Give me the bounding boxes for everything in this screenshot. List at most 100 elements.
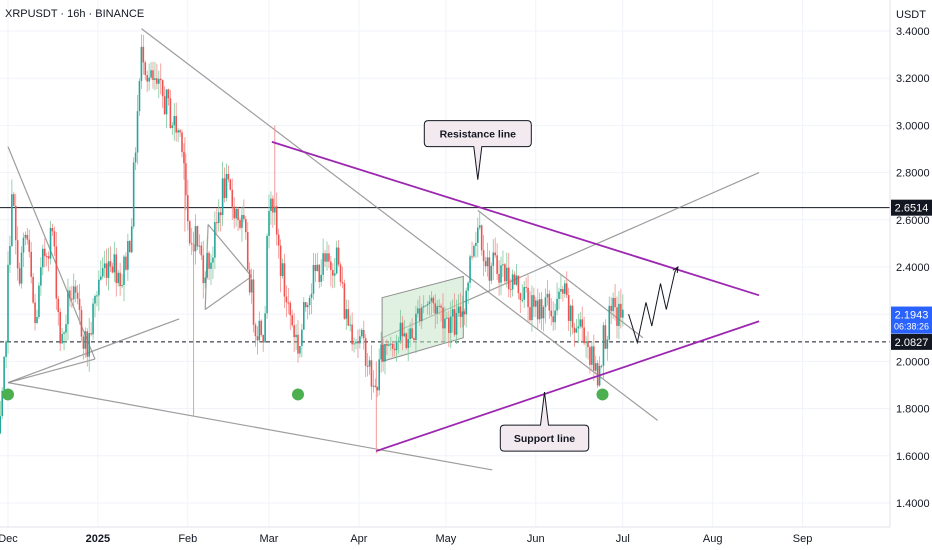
price-tick-label: 3.2000 (896, 73, 930, 85)
candle-body (556, 298, 558, 311)
candle-body (564, 283, 566, 294)
candle-body (550, 310, 553, 317)
candle-body (65, 324, 67, 333)
candle-body (285, 296, 288, 303)
candle-body (521, 299, 524, 301)
candle-body (492, 252, 495, 266)
candle-body (63, 332, 65, 334)
candle-body (378, 359, 380, 391)
candle-body (11, 194, 13, 247)
candle-body (117, 272, 119, 284)
candle-body (262, 335, 264, 343)
candle-body (152, 70, 154, 80)
candle-body (554, 310, 556, 323)
candle-body (200, 245, 203, 256)
candle-body (150, 70, 152, 78)
candle-body (461, 311, 464, 317)
low-marker (596, 388, 609, 401)
candle-body (129, 241, 131, 253)
candle-body (219, 212, 222, 216)
candle-body (531, 295, 533, 321)
current-price-badge (891, 306, 932, 334)
candle-body (22, 237, 25, 253)
candle-body (246, 232, 249, 270)
candle-body (318, 264, 321, 282)
candle-body (301, 329, 303, 347)
candle-body (583, 327, 585, 344)
candle-body (142, 46, 145, 63)
candle-body (322, 253, 324, 275)
candle-body (390, 343, 392, 345)
candle-body (525, 287, 527, 289)
time-tick-label: Aug (703, 533, 723, 545)
candle-body (40, 267, 42, 286)
candle-body (434, 303, 437, 314)
candle-body (306, 305, 309, 308)
candle-body (314, 265, 317, 272)
candle-body (202, 255, 205, 284)
candle-body (511, 274, 514, 290)
candle-body (123, 256, 125, 286)
candle-body (38, 285, 40, 318)
candle-body (177, 130, 179, 133)
time-axis[interactable]: Dec 2025 Feb Mar Apr May Jun Jul Aug Sep (0, 526, 890, 545)
candle-body (179, 130, 181, 133)
trend-line (7, 382, 493, 471)
candle-body (223, 178, 226, 198)
candle-body (136, 111, 139, 153)
candle-body (471, 256, 473, 258)
resistance-callout: Resistance line (423, 120, 532, 180)
callout-box (499, 392, 590, 452)
time-tick-label: Dec (0, 533, 18, 545)
candle-body (42, 248, 44, 268)
candle-body (304, 302, 307, 308)
candle-body (577, 326, 580, 329)
candle-body (171, 125, 174, 128)
candle-body (349, 324, 351, 326)
trend-line (7, 146, 96, 360)
candle-body (359, 336, 361, 344)
candle-body (449, 316, 452, 334)
trend-line (204, 275, 252, 310)
candle-body (339, 264, 342, 282)
candle-body (419, 308, 421, 322)
candle-body (386, 343, 388, 346)
candle-body (600, 365, 603, 367)
candle-body (372, 385, 375, 387)
price-axis[interactable]: USDT 1.40001.60001.80002.00002.20002.400… (889, 0, 932, 550)
candle-body (252, 279, 255, 325)
candle-body (274, 206, 276, 213)
candle-body (225, 173, 228, 198)
candle-body (393, 348, 396, 351)
projection-arrow-head (672, 266, 679, 274)
candle-body (422, 306, 425, 308)
trend-line (141, 28, 658, 421)
candles (0, 34, 624, 454)
candle-body (453, 309, 456, 335)
candle-body (156, 78, 158, 84)
candle-body (457, 306, 460, 314)
candle-body (308, 297, 311, 306)
candle-body (57, 298, 60, 312)
candle-body (529, 307, 531, 321)
candle-body (513, 274, 516, 285)
candle-body (517, 275, 520, 294)
candle-body (34, 302, 36, 323)
projection-line (628, 266, 679, 345)
candle-body (165, 89, 168, 115)
candle-body (88, 333, 90, 357)
candle-body (594, 363, 597, 371)
candle-body (391, 343, 394, 349)
price-tick-label: 1.8000 (896, 404, 930, 416)
candle-body (397, 340, 400, 342)
candle-body (409, 328, 411, 340)
candle-body (20, 252, 23, 284)
candle-body (593, 346, 595, 371)
candle-body (337, 247, 340, 265)
time-tick-label: Jul (616, 533, 630, 545)
symbol-title[interactable]: XRPUSDT · 16h · BINANCE (5, 8, 144, 20)
candle-body (436, 306, 438, 314)
low-marker (2, 388, 14, 401)
